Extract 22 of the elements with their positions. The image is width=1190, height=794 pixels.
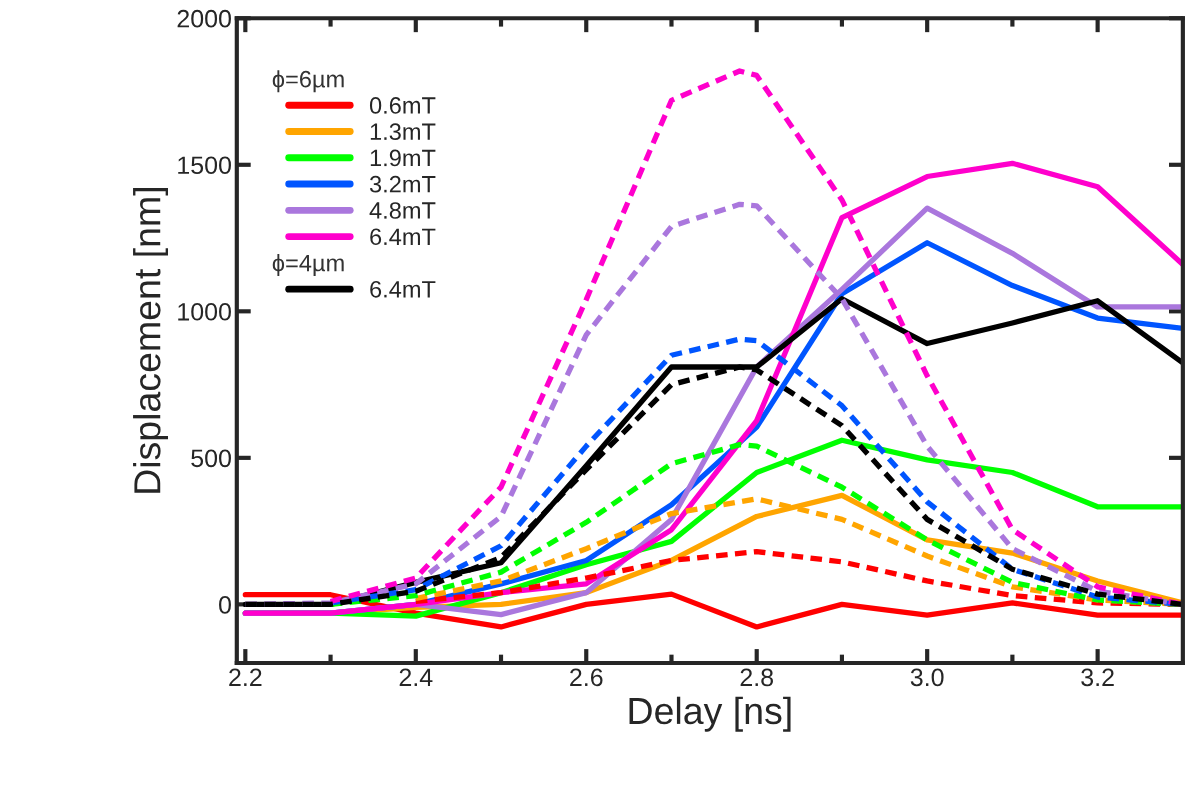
legend-label: 6.4mT [370,280,436,298]
annotation: ϕ=4µm [272,254,344,277]
y-tick-label: 1500 [178,156,231,175]
x-tick-label: 2.6 [570,668,603,687]
x-axis-title: Delay [ns] [629,696,791,732]
annotation: ϕ=6µm [272,70,344,93]
legend-label: 1.3mT [370,123,436,141]
x-tick-label: 2.2 [229,668,262,686]
legend-label: 3.2mT [369,175,436,193]
x-tick-label: 2.4 [399,668,433,686]
legend-label: 6.4mT [370,228,436,246]
legend-label: 0.6mT [369,97,436,114]
legend-label: 4.8mT [369,202,436,219]
y-tick-label: 2000 [177,9,231,28]
y-tick-label: 1000 [178,302,231,321]
x-tick-label: 2.8 [740,668,773,687]
x-tick-label: 3.2 [1081,668,1114,687]
y-tick-label: 500 [191,449,231,468]
y-axis-title: Displacement [nm] [133,188,169,493]
x-tick-label: 3.0 [910,668,944,687]
y-tick-label: 0 [219,595,231,614]
legend-label: 1.9mT [370,149,436,167]
